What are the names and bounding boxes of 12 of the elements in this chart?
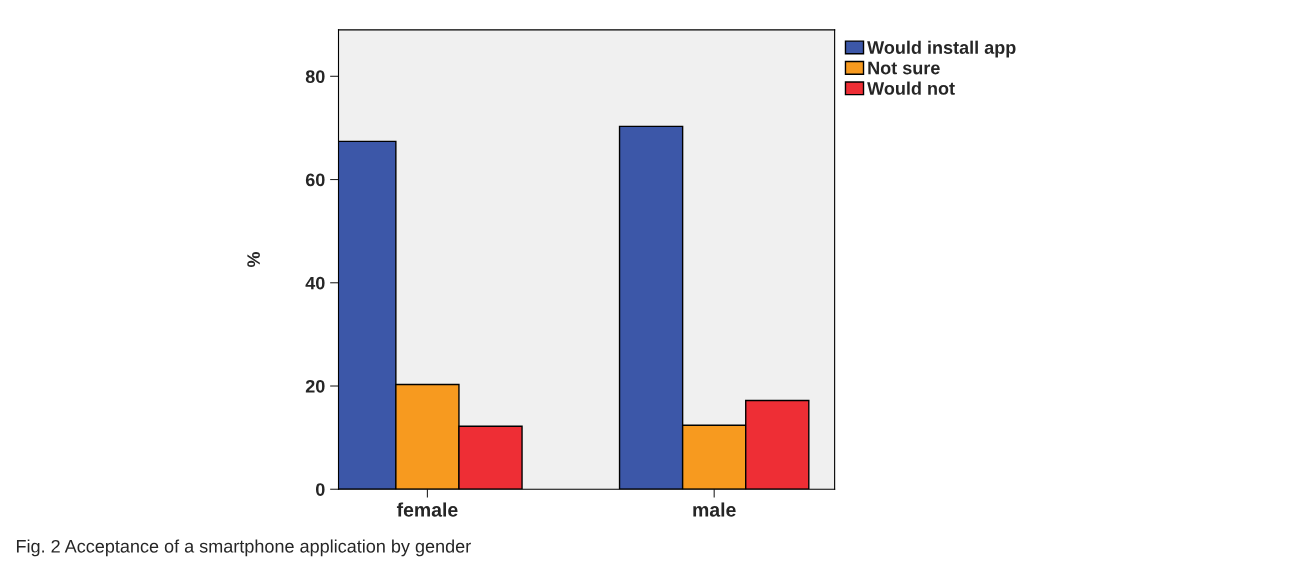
legend-label: Would install app — [867, 40, 1016, 58]
legend-label: Not sure — [868, 61, 940, 75]
y-tick-label: 0 — [315, 483, 325, 496]
caption: Fig. 2 Acceptance of a smartphone application by gender — [16, 539, 471, 557]
legend-label: Would not — [867, 81, 955, 95]
y-tick-label: 80 — [305, 70, 325, 84]
x-tick-label: female — [396, 502, 458, 517]
x-tick-label: male — [693, 502, 736, 517]
y-tick-label: 40 — [305, 276, 325, 290]
y-axis-title: % — [247, 251, 260, 268]
y-tick-label: 60 — [305, 173, 325, 187]
y-tick-label: 20 — [305, 379, 325, 393]
